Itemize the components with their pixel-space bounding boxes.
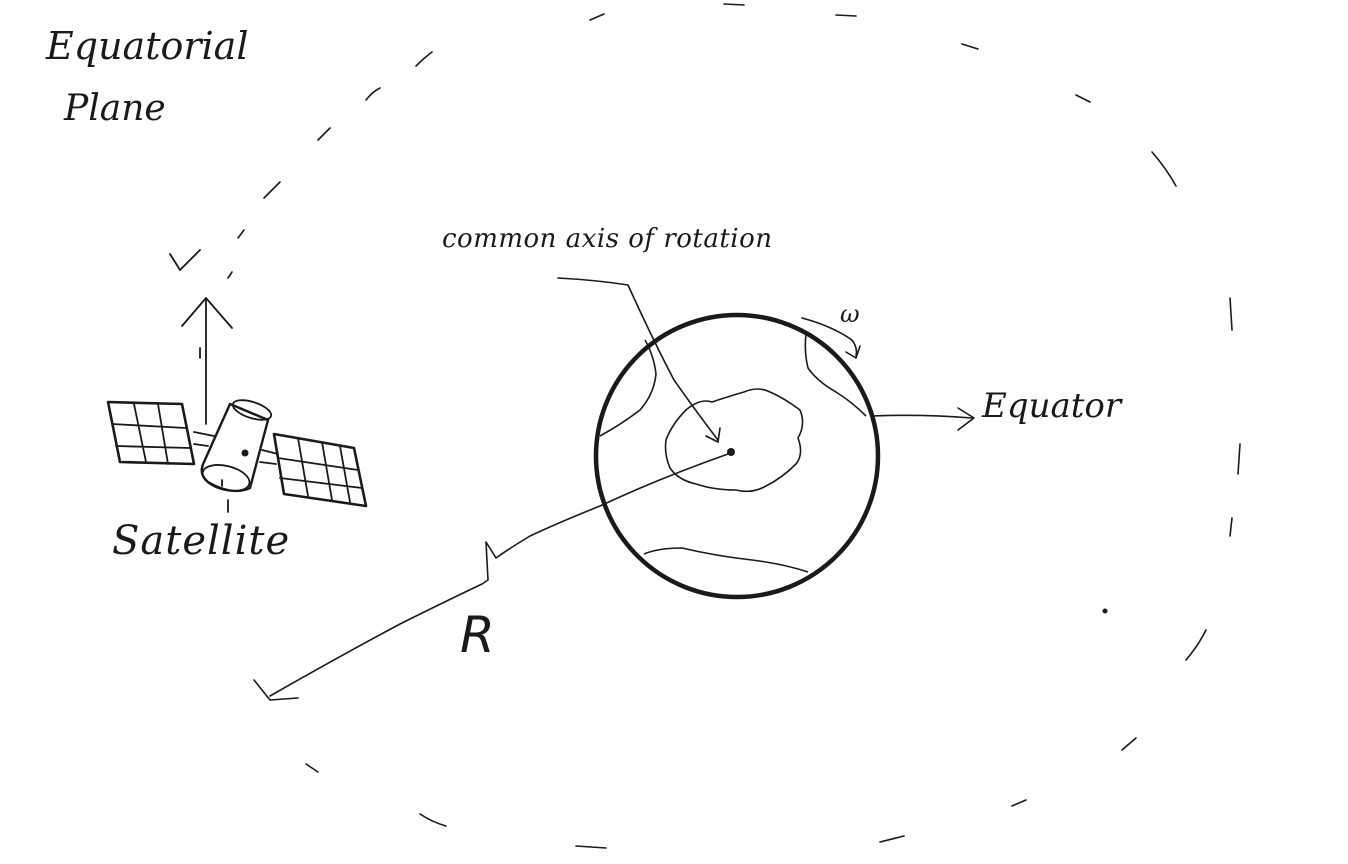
orbit-segment bbox=[880, 836, 904, 842]
satellite-velocity-head bbox=[182, 298, 232, 328]
orbit-segment bbox=[1186, 630, 1206, 660]
axis-pointer-head bbox=[706, 428, 720, 442]
radius-line bbox=[254, 454, 728, 700]
right-panel-grid bbox=[278, 438, 362, 502]
orbit-segment bbox=[1076, 95, 1090, 102]
orbit-segment bbox=[306, 764, 318, 772]
satellite-label: Satellite bbox=[112, 518, 291, 564]
radius-arrowhead bbox=[254, 680, 298, 700]
equator-line bbox=[872, 415, 972, 418]
continent-top-right bbox=[805, 334, 866, 416]
equator-label: Equator bbox=[982, 386, 1122, 426]
orbit-dot bbox=[1102, 608, 1108, 614]
radius-label: R bbox=[460, 606, 495, 664]
satellite-icon bbox=[108, 250, 366, 512]
equatorial-plane-label: Equatorial bbox=[46, 24, 249, 68]
orbit-segment bbox=[1122, 738, 1136, 750]
continent-bottom bbox=[644, 548, 808, 572]
equator-arrowhead bbox=[958, 408, 974, 430]
orbit-segment bbox=[1230, 298, 1232, 330]
omega-rotation-arrow bbox=[802, 318, 860, 358]
radius-line-path bbox=[270, 454, 728, 696]
orbit-segment bbox=[1238, 444, 1240, 474]
earth-icon bbox=[596, 315, 878, 597]
orbit-segment bbox=[576, 846, 606, 848]
axis-pointer-arrow bbox=[558, 278, 720, 442]
continent-left bbox=[600, 340, 656, 436]
equatorial-plane-label-line2: Plane bbox=[64, 88, 166, 129]
orbit-segment bbox=[1230, 518, 1232, 536]
orbit-segment bbox=[416, 52, 432, 66]
omega-arc bbox=[802, 318, 857, 356]
orbit-segment bbox=[264, 182, 280, 198]
orbit-segment bbox=[1152, 152, 1176, 186]
orbit-segment bbox=[962, 44, 978, 49]
common-axis-label: common axis of rotation bbox=[442, 224, 773, 254]
small-v-arrow bbox=[170, 250, 200, 270]
continent-center bbox=[666, 389, 803, 491]
orbit-segment bbox=[1012, 800, 1026, 806]
orbit-segment bbox=[366, 88, 380, 100]
orbit-segment bbox=[724, 4, 744, 5]
omega-label: ω bbox=[840, 300, 860, 328]
left-solar-panel bbox=[108, 402, 194, 464]
axis-pointer-line bbox=[558, 278, 718, 440]
satellite-connector-right bbox=[260, 450, 278, 464]
earth-outline bbox=[596, 315, 878, 597]
orbit-segment bbox=[420, 814, 446, 826]
orbit-segment bbox=[836, 15, 856, 16]
satellite-body bbox=[202, 404, 268, 491]
left-panel-grid bbox=[112, 404, 190, 464]
orbit-segment bbox=[318, 128, 330, 140]
omega-arrowhead bbox=[846, 346, 860, 358]
satellite-connector-left bbox=[194, 432, 214, 446]
satellite-body-bottom bbox=[200, 461, 252, 496]
orbit-segment bbox=[590, 14, 604, 20]
rotation-axis-dot bbox=[727, 448, 735, 456]
orbit-segment bbox=[238, 230, 244, 238]
satellite-dot bbox=[241, 449, 249, 457]
orbit-dashed-circle bbox=[228, 4, 1240, 848]
right-solar-panel bbox=[274, 434, 366, 506]
orbit-segment bbox=[228, 272, 232, 278]
satellite-body-top bbox=[231, 396, 274, 424]
equator-arrow bbox=[872, 408, 974, 430]
